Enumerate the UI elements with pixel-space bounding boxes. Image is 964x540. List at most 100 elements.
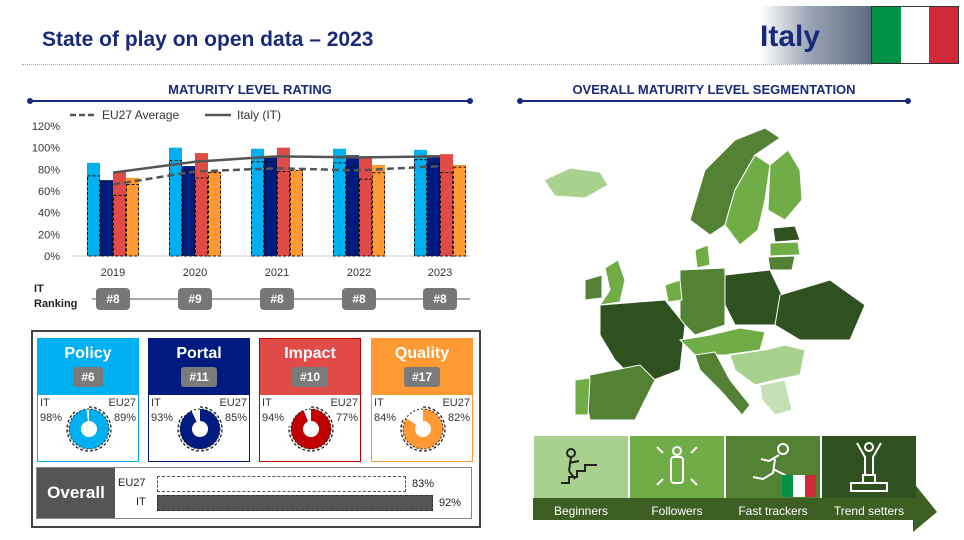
- bar-eu27-portal: [346, 165, 359, 257]
- bar-eu27-impact: [359, 178, 372, 257]
- map-denmark: [694, 244, 711, 269]
- donut-gauge: [66, 406, 112, 452]
- y-tick-label: 60%: [38, 186, 60, 198]
- page-title: State of play on open data – 2023: [42, 28, 374, 51]
- line-italy: [112, 155, 441, 174]
- it-label: IT: [40, 397, 50, 409]
- map-latvia: [769, 241, 801, 257]
- segment-arrow: [533, 482, 937, 532]
- segment-trend-setters: [822, 436, 916, 498]
- segment-label: Beginners: [553, 504, 609, 518]
- map-balkans: [729, 344, 806, 386]
- map-benelux: [664, 279, 683, 303]
- bar-impact: [440, 154, 453, 256]
- eu-label: EU27: [108, 397, 136, 409]
- bar-policy: [414, 149, 427, 256]
- bar-eu27-policy: [251, 161, 264, 257]
- header-background: [760, 6, 872, 64]
- eu-value: 82%: [447, 412, 470, 424]
- map-uk: [598, 259, 626, 306]
- dimension-name: Impact: [284, 345, 336, 362]
- donut-gauge: [177, 406, 223, 452]
- map-portugal: [574, 377, 591, 416]
- eu-label: EU27: [330, 397, 358, 409]
- map-ireland: [584, 274, 603, 301]
- overall-it-bar: [157, 495, 433, 511]
- overall-eu-label: EU27: [118, 477, 146, 489]
- bar-quality: [453, 165, 466, 256]
- bar-quality: [208, 171, 221, 256]
- bar-eu27-quality: [126, 184, 139, 257]
- bar-eu27-impact: [113, 194, 126, 257]
- maturity-chart: 0% 20% 40% 60% 80% 100% 120% 2019 2020 2021 2022 20…: [32, 108, 470, 279]
- bar-policy: [251, 148, 264, 256]
- bar-eu27-quality: [290, 169, 303, 257]
- bar-eu27-quality: [453, 166, 466, 257]
- ranking-badge: #9: [178, 288, 212, 310]
- map-estonia: [772, 225, 801, 243]
- ranking-badge: #8: [96, 288, 130, 310]
- bar-eu27-impact: [440, 172, 453, 257]
- bar-impact: [359, 158, 372, 256]
- map-greece: [759, 379, 793, 416]
- ranking-label: IT Ranking: [34, 282, 77, 312]
- bar-portal: [182, 166, 195, 256]
- bar-eu27-portal: [100, 180, 113, 257]
- eu-label: EU27: [219, 397, 247, 409]
- overall-it-label: IT: [136, 496, 146, 508]
- it-label: IT: [151, 397, 161, 409]
- map-spain: [584, 364, 656, 421]
- segment-beginners: [534, 436, 628, 498]
- dimension-rank: #6: [73, 367, 103, 387]
- person-expand-icon: [656, 446, 698, 486]
- donut-gauge: [288, 406, 334, 452]
- italy-flag: [871, 6, 959, 64]
- x-tick-label: 2023: [428, 267, 452, 279]
- dimension-card-impact: Impact #10 IT 94% EU27 77%: [259, 338, 361, 462]
- overall-label: Overall: [37, 468, 115, 518]
- europe-map: [543, 127, 866, 421]
- bar-eu27-impact: [277, 171, 290, 257]
- donut-gauge: [400, 406, 446, 452]
- dimension-card-quality: Quality #17 IT 84% EU27 82%: [371, 338, 473, 462]
- ranking-label-it: IT: [34, 283, 44, 295]
- dimension-header: Portal #11: [149, 339, 249, 395]
- dimensions-panel: [31, 330, 481, 528]
- x-tick-label: 2020: [183, 267, 207, 279]
- bar-eu27-portal: [264, 161, 277, 257]
- podium-icon: [850, 442, 888, 492]
- eu-label: EU27: [442, 397, 470, 409]
- eu-value: 77%: [335, 412, 358, 424]
- bar-impact: [195, 153, 208, 256]
- legend-label: EU27 Average: [102, 108, 179, 122]
- dimension-header: Quality #17: [372, 339, 472, 395]
- legend-label: Italy (IT): [237, 108, 281, 122]
- section-divider: [517, 98, 911, 104]
- bar-eu27-quality: [372, 172, 385, 257]
- line-eu27: [112, 164, 441, 186]
- bar-impact: [277, 147, 290, 256]
- bar-eu27-quality: [208, 172, 221, 257]
- section-title-maturity: MATURITY LEVEL RATING: [168, 82, 332, 97]
- bar-policy: [333, 148, 346, 256]
- y-tick-label: 40%: [38, 208, 60, 220]
- bar-portal: [346, 155, 359, 256]
- it-label: IT: [374, 397, 384, 409]
- it-value: 94%: [262, 412, 285, 424]
- segment-label: Trend setters: [833, 504, 905, 518]
- y-tick-label: 20%: [38, 229, 60, 241]
- header-divider: [22, 64, 872, 65]
- ranking-badge: #8: [423, 288, 457, 310]
- italy-position-flag: [782, 475, 816, 497]
- dimension-header: Policy #6: [38, 339, 138, 395]
- segment-followers: [630, 436, 724, 498]
- stairs-icon: [561, 448, 597, 484]
- it-value: 84%: [374, 412, 397, 424]
- it-label: IT: [262, 397, 272, 409]
- bar-eu27-portal: [182, 169, 195, 257]
- dimension-name: Policy: [64, 345, 112, 362]
- map-finland: [767, 149, 803, 221]
- country-name: Italy: [760, 20, 821, 53]
- dimension-card-portal: Portal #11 IT 93% EU27 85%: [148, 338, 250, 462]
- eu-value: 85%: [224, 412, 247, 424]
